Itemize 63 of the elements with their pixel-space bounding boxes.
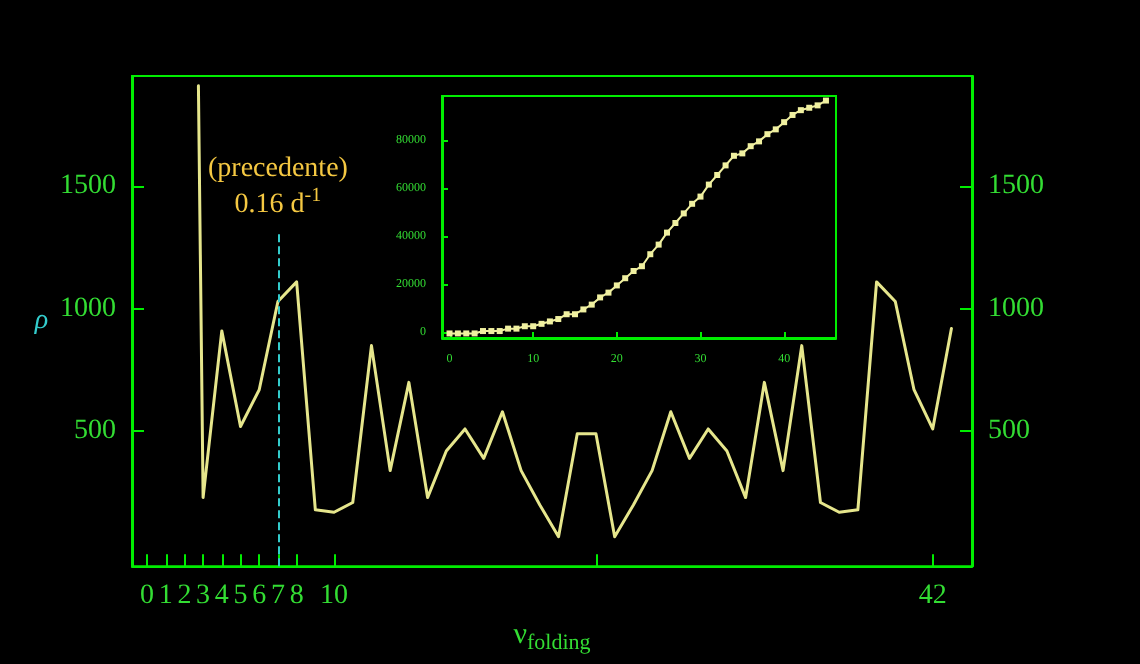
point <box>521 323 528 330</box>
y2-tick-label: 1000 <box>988 293 1044 324</box>
x-tick-label: 5 <box>233 581 248 612</box>
point <box>588 301 595 308</box>
point <box>772 126 779 133</box>
point <box>739 150 746 157</box>
point <box>597 294 604 301</box>
line-series <box>196 84 953 539</box>
point <box>822 97 829 104</box>
point <box>479 328 486 335</box>
x-tick-label: 10 <box>320 581 349 612</box>
point <box>722 162 729 169</box>
point <box>806 104 813 111</box>
x-tick-label: 1 <box>158 581 173 612</box>
point <box>630 268 637 275</box>
y2-tick-label: 500 <box>988 416 1030 447</box>
point <box>513 325 520 332</box>
point <box>672 220 679 226</box>
x-tick-label: 8 <box>289 581 304 612</box>
y-tick-label: 1000 <box>60 293 116 324</box>
y-axis-title: ρ <box>32 306 49 337</box>
point <box>605 289 612 296</box>
x-tick-label: 4 <box>214 581 229 612</box>
point <box>764 131 771 138</box>
point <box>705 181 712 188</box>
point <box>530 323 537 330</box>
x-tick-label: 3 <box>196 581 211 612</box>
point <box>697 193 704 200</box>
point <box>555 316 562 323</box>
point <box>613 282 620 289</box>
point <box>781 119 788 126</box>
point <box>622 275 629 282</box>
point <box>689 200 696 207</box>
point <box>797 107 804 114</box>
y2-tick-label: 1500 <box>988 171 1044 202</box>
point <box>680 210 687 217</box>
point <box>580 306 587 313</box>
point <box>814 102 821 109</box>
point <box>655 241 662 248</box>
point <box>638 263 645 270</box>
x-tick-label: 6 <box>252 581 267 612</box>
point <box>488 328 495 335</box>
point <box>505 325 512 332</box>
point <box>463 330 470 337</box>
point <box>572 311 579 318</box>
x-tick-label: 42 <box>918 581 947 612</box>
point <box>538 320 545 327</box>
point <box>730 152 737 159</box>
point <box>546 318 553 325</box>
point <box>714 171 721 178</box>
point <box>471 330 478 337</box>
point <box>647 251 654 258</box>
y-tick-label: 500 <box>74 416 116 447</box>
x-tick-label: 0 <box>139 581 154 612</box>
point <box>496 328 503 335</box>
point <box>756 138 763 145</box>
point <box>563 311 570 318</box>
point <box>747 143 754 150</box>
x-tick-label: 7 <box>270 581 285 612</box>
y-tick-label: 1500 <box>60 171 116 202</box>
point <box>664 229 671 236</box>
point <box>789 111 796 118</box>
x-tick-label: 2 <box>177 581 192 612</box>
